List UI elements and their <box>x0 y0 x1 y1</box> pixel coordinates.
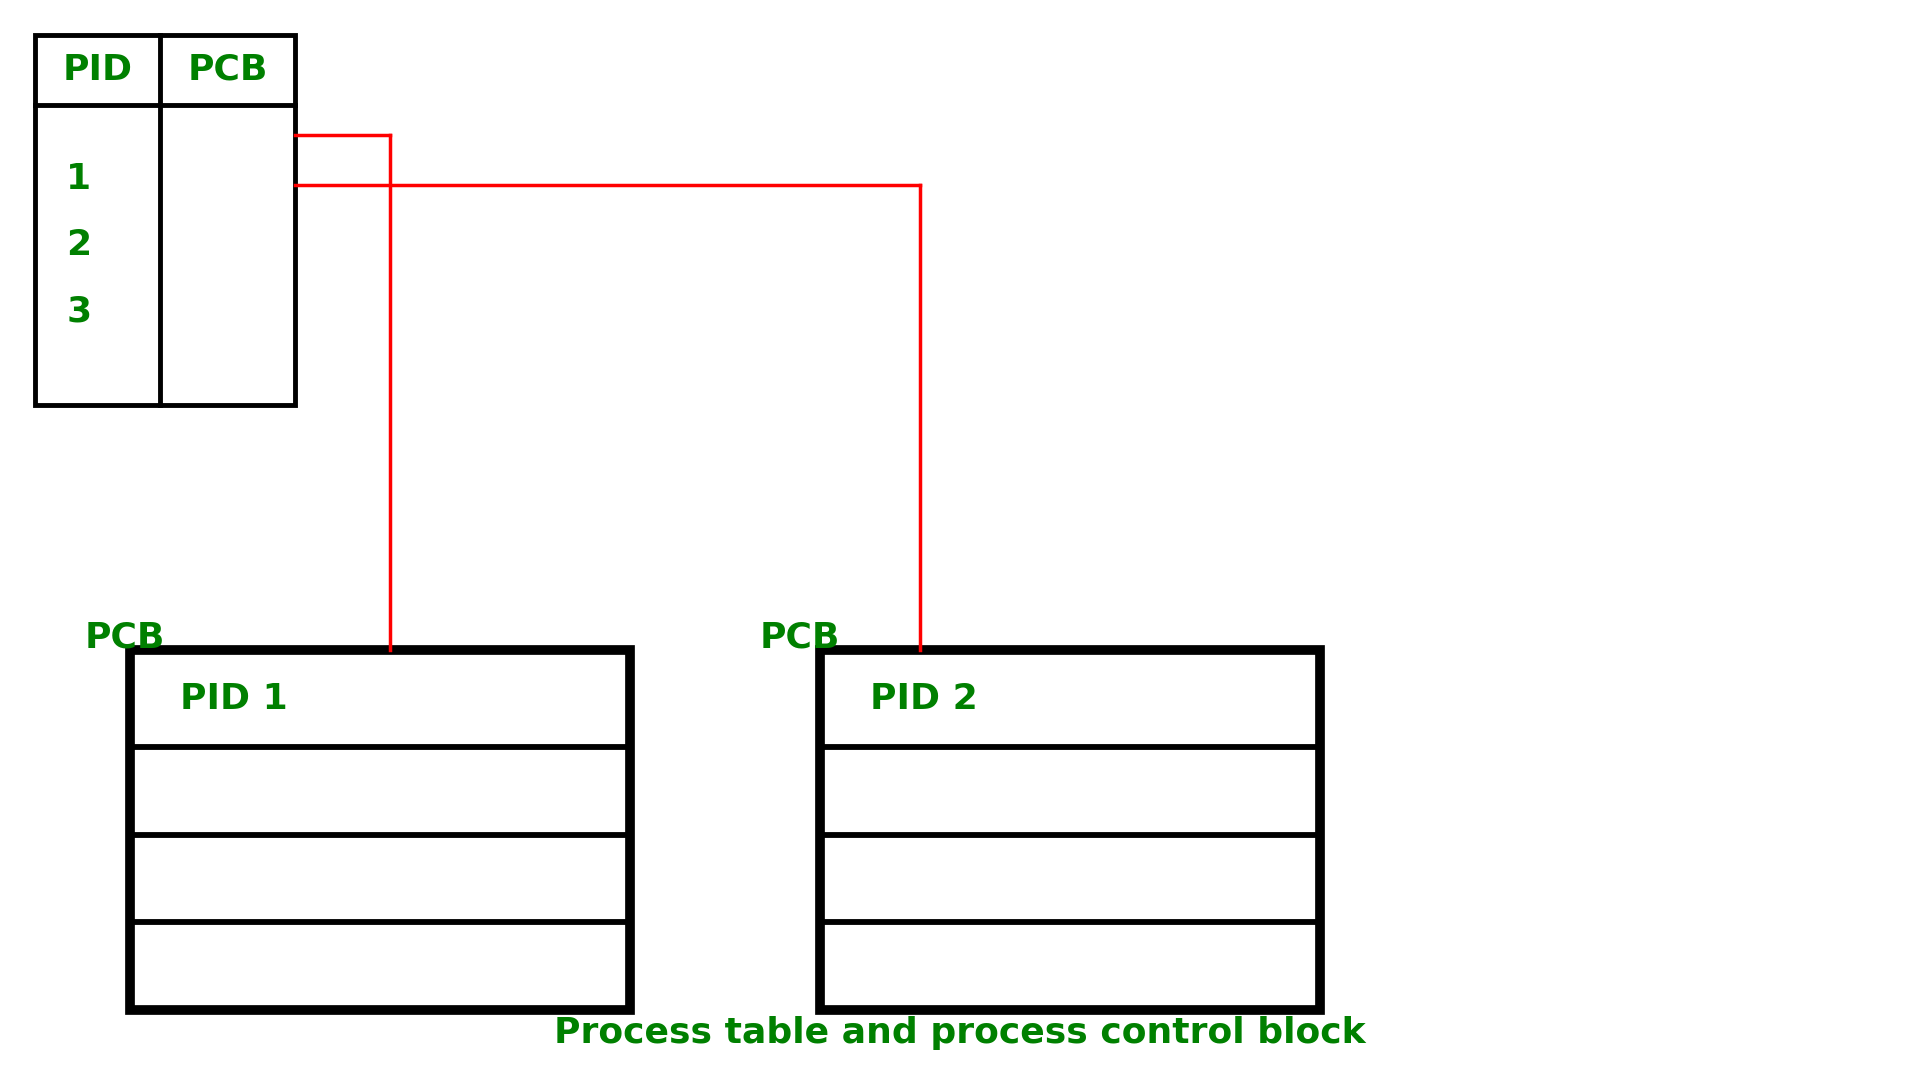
Text: 1: 1 <box>65 162 92 195</box>
Text: Process table and process control block: Process table and process control block <box>555 1016 1365 1050</box>
Text: PCB: PCB <box>84 620 165 654</box>
Text: PCB: PCB <box>188 53 267 87</box>
Bar <box>131 650 630 1010</box>
Text: 2: 2 <box>65 228 92 262</box>
Text: PID 2: PID 2 <box>870 681 977 716</box>
Bar <box>35 35 296 405</box>
Text: PCB: PCB <box>760 620 841 654</box>
Text: 3: 3 <box>65 295 92 329</box>
Bar <box>820 650 1321 1010</box>
Text: PID 1: PID 1 <box>180 681 288 716</box>
Text: PID: PID <box>61 53 132 87</box>
